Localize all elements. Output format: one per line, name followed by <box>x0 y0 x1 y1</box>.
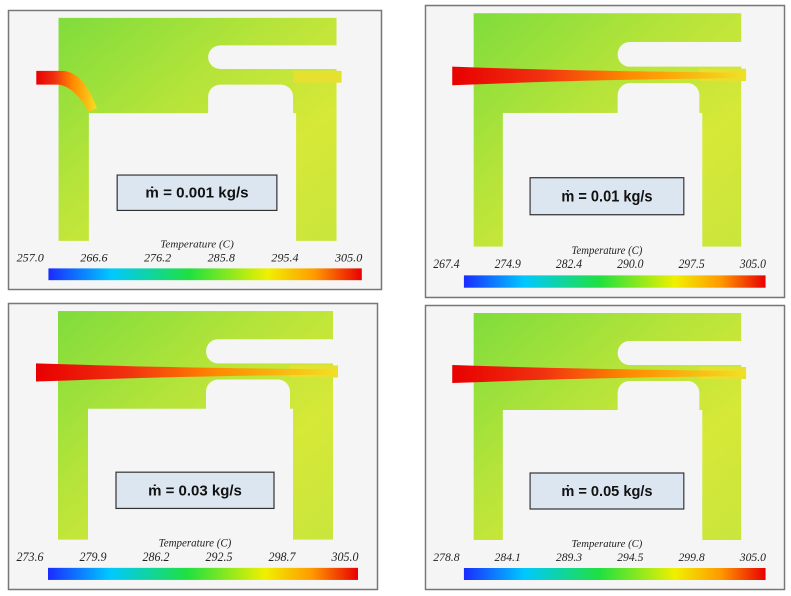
colorbar-tick: 292.5 <box>206 550 233 564</box>
colorbar-tick: 278.8 <box>433 550 459 564</box>
colorbar-tick: 284.1 <box>495 550 521 564</box>
colorbar-tick: 295.4 <box>271 251 298 265</box>
colorbar-title: Temperature (C) <box>572 538 643 550</box>
colorbar-tick: 276.2 <box>144 251 171 265</box>
colorbar-tick: 286.2 <box>143 550 170 564</box>
colorbar-title: Temperature (C) <box>572 245 643 257</box>
colorbar-tick: 299.8 <box>678 550 704 564</box>
colorbar-tick: 305.0 <box>739 550 766 564</box>
colorbar-title: Temperature (C) <box>160 239 234 251</box>
colorbar-tick: 274.9 <box>495 257 521 271</box>
colorbar-tick: 282.4 <box>556 257 582 271</box>
colorbar-tick: 294.5 <box>617 550 643 564</box>
solid-island <box>206 339 346 363</box>
colorbar-tick: 305.0 <box>334 251 362 265</box>
flow-rate-label: ṁ = 0.03 kg/s <box>148 482 242 499</box>
panel: ṁ = 0.01 kg/s Temperature (C) 267.4 274.9 28… <box>425 6 784 298</box>
channel <box>293 71 342 83</box>
panel: ṁ = 0.001 kg/s Temperature (C) 257.0 266.6 2… <box>9 10 382 289</box>
flow-rate-label: ṁ = 0.05 kg/s <box>561 484 652 500</box>
colorbar-tick: 298.7 <box>269 550 297 564</box>
colorbar-tick: 285.8 <box>208 251 235 265</box>
solid-island <box>618 42 754 67</box>
colorbar <box>464 568 766 580</box>
panel: ṁ = 0.05 kg/s Temperature (C) 278.8 284.1 28… <box>425 306 784 590</box>
page: {"panels": [ {"label": "ṁ = 0.001 kg/s",… <box>0 0 791 596</box>
colorbar-tick: 305.0 <box>739 257 766 271</box>
figure: ṁ = 0.001 kg/s Temperature (C) 257.0 266.6 2… <box>0 0 791 596</box>
colorbar-tick: 289.3 <box>556 550 582 564</box>
flow-rate-label: ṁ = 0.001 kg/s <box>145 185 248 202</box>
colorbar <box>464 275 766 287</box>
colorbar-tick: 257.0 <box>17 251 44 265</box>
colorbar-tick: 290.0 <box>617 257 643 271</box>
colorbar-title: Temperature (C) <box>159 538 232 550</box>
solid-island <box>618 341 754 365</box>
colorbar <box>48 268 361 280</box>
colorbar-tick: 266.6 <box>80 251 107 265</box>
flow-rate-label: ṁ = 0.01 kg/s <box>561 188 652 205</box>
colorbar-tick: 267.4 <box>433 257 459 271</box>
solid-island <box>208 45 350 69</box>
colorbar-tick: 297.5 <box>678 257 704 271</box>
colorbar-tick: 273.6 <box>17 550 44 564</box>
panel: ṁ = 0.03 kg/s Temperature (C) 273.6 279.9 28… <box>9 304 378 590</box>
colorbar-tick: 279.9 <box>80 550 107 564</box>
colorbar <box>48 568 358 580</box>
colorbar-tick: 305.0 <box>331 550 359 564</box>
